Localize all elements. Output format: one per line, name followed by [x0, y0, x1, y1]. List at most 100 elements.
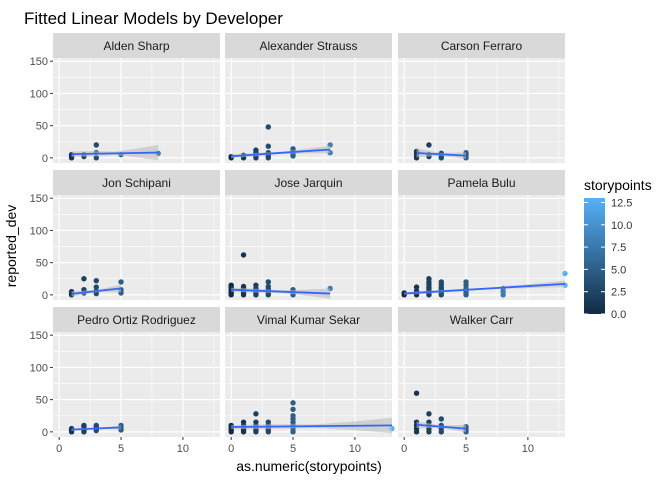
data-point: [413, 284, 420, 290]
x-tick-label: 0: [401, 443, 407, 455]
x-tick-label: 5: [290, 443, 296, 455]
data-point: [290, 413, 296, 419]
panel-background: [398, 58, 565, 163]
facet-panel: Vimal Kumar Sekar 0 5 10: [225, 307, 395, 455]
facet-panel: Walker Carr 0 5 10: [398, 307, 565, 455]
facet-strip-label: Walker Carr: [450, 313, 514, 327]
data-point: [265, 143, 271, 149]
fitted-line: [416, 152, 467, 157]
data-point: [253, 419, 259, 425]
y-tick-label: 100: [30, 362, 48, 374]
facet-strip-label: Alexander Strauss: [259, 39, 357, 53]
y-axis-label: reported_dev: [3, 205, 19, 288]
data-point: [93, 142, 99, 148]
fitted-line: [71, 287, 122, 295]
facet-panel: Carson Ferraro: [398, 33, 565, 163]
data-point: [463, 279, 469, 285]
facet-strip: [53, 170, 220, 195]
legend-tick-label: 12.5: [611, 197, 632, 209]
facet-panel: Pamela Bulu: [398, 170, 568, 300]
facet-strip: [53, 33, 220, 58]
y-tick-label: 0: [42, 290, 48, 302]
facet-strip: [398, 307, 565, 332]
facet-strip-label: Vimal Kumar Sekar: [257, 313, 360, 327]
data-point: [413, 390, 420, 396]
facet-strip-label: Alden Sharp: [103, 39, 169, 53]
facet-strip: [398, 170, 565, 195]
data-point: [253, 282, 259, 288]
facet-panel: Jon Schipani 0 50 100 150: [30, 170, 220, 302]
facet-strip-label: Carson Ferraro: [441, 39, 523, 53]
y-tick-label: 0: [42, 427, 48, 439]
data-point: [265, 124, 271, 130]
facet-strip-label: Jose Jarquin: [274, 176, 342, 190]
legend-colorbar: [584, 198, 605, 314]
facet-panel: Pedro Ortiz Rodriguez 0 50 100 150 0 5 10: [30, 307, 220, 455]
data-point: [438, 416, 444, 422]
fitted-line: [231, 424, 393, 428]
data-point: [253, 411, 259, 417]
data-point: [253, 147, 259, 153]
x-tick-label: 0: [228, 443, 234, 455]
data-point: [265, 279, 271, 285]
panel-background: [225, 58, 392, 163]
legend-tick-label: 7.5: [611, 242, 626, 254]
data-point: [228, 282, 234, 288]
fitted-line: [71, 151, 159, 156]
y-tick-label: 0: [42, 153, 48, 165]
data-point: [562, 270, 568, 277]
facet-strip-label: Jon Schipani: [102, 176, 171, 190]
chart-title: Fitted Linear Models by Developer: [24, 9, 283, 28]
color-legend: storypoints 12.5 10.0 7.5 5.0 2.5 0.0: [584, 177, 652, 321]
x-tick-label: 0: [56, 443, 62, 455]
data-point: [290, 400, 296, 406]
data-point: [265, 419, 271, 425]
facet-panel: Alden Sharp 0 50 100 150: [30, 33, 220, 165]
data-point: [265, 283, 271, 290]
facet-strip: [53, 307, 220, 332]
facet-strip-label: Pamela Bulu: [447, 176, 515, 190]
panel-background: [225, 195, 392, 300]
y-tick-label: 100: [30, 225, 48, 237]
y-tick-label: 100: [30, 88, 48, 100]
x-tick-label: 10: [177, 443, 189, 455]
data-point: [81, 422, 87, 429]
x-tick-label: 5: [118, 443, 124, 455]
x-tick-label: 10: [522, 443, 534, 455]
facet-strip-label: Pedro Ortiz Rodriguez: [77, 313, 196, 327]
data-point: [290, 146, 296, 152]
legend-tick-label: 2.5: [611, 287, 626, 299]
legend-tick-label: 0.0: [611, 309, 626, 321]
y-tick-label: 150: [30, 56, 48, 68]
panel-background: [53, 195, 220, 300]
y-tick-label: 50: [36, 258, 48, 270]
data-point: [81, 276, 87, 282]
y-tick-label: 150: [30, 330, 48, 342]
data-point: [118, 279, 124, 285]
facet-strip: [225, 33, 392, 58]
panel-background: [225, 332, 392, 437]
fitted-line: [404, 282, 566, 295]
facet-panel: Alexander Strauss: [225, 33, 392, 163]
data-point: [426, 142, 432, 148]
data-point: [240, 252, 247, 258]
facet-strip: [225, 307, 392, 332]
panel-background: [53, 332, 220, 437]
legend-title: storypoints: [584, 177, 652, 193]
y-tick-label: 150: [30, 193, 48, 205]
fitted-line: [416, 423, 467, 430]
data-point: [240, 419, 247, 425]
panel-background: [398, 332, 565, 437]
data-point: [426, 276, 432, 282]
data-point: [426, 411, 432, 417]
x-axis-label: as.numeric(storypoints): [236, 458, 382, 474]
data-point: [438, 279, 444, 285]
x-tick-label: 5: [463, 443, 469, 455]
facet-strip: [398, 33, 565, 58]
y-tick-label: 50: [36, 121, 48, 133]
y-tick-label: 50: [36, 395, 48, 407]
data-point: [93, 155, 99, 161]
